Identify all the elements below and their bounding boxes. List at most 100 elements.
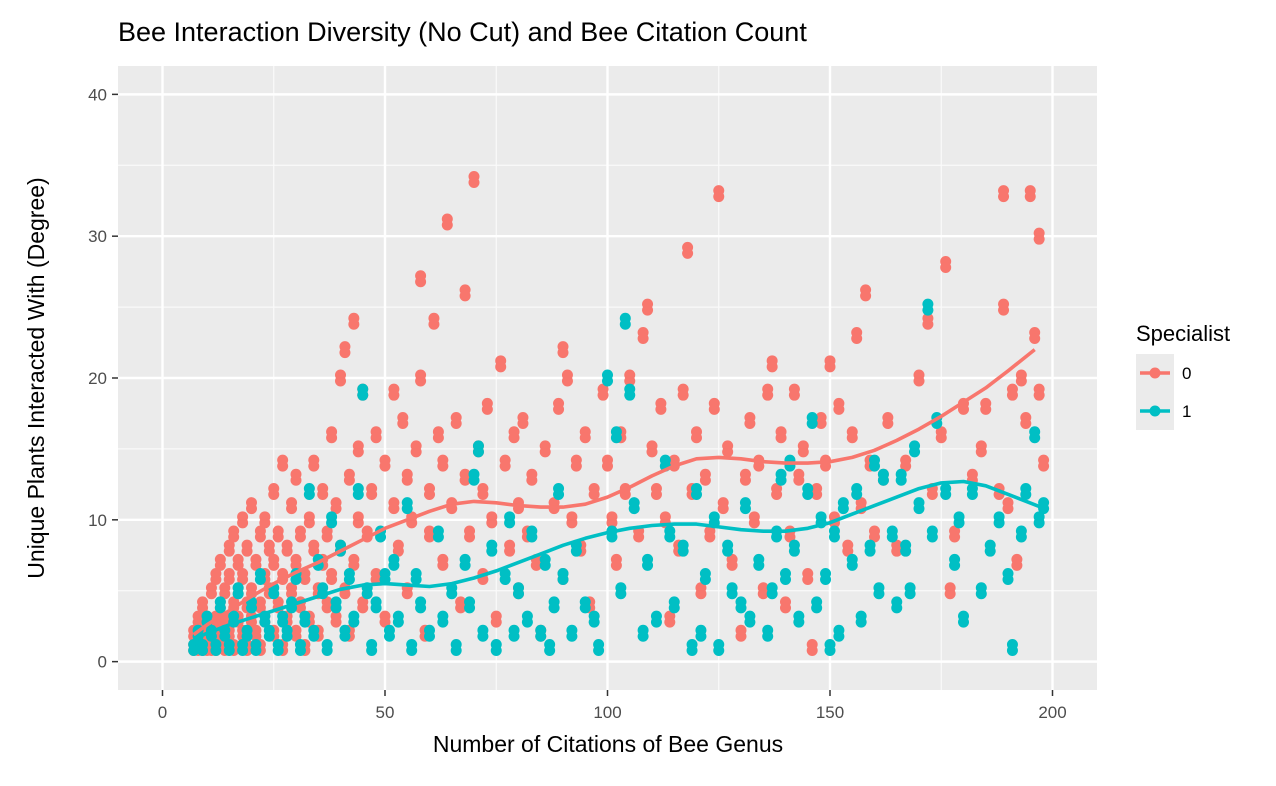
data-point — [949, 553, 961, 571]
data-point — [1024, 185, 1036, 203]
data-point — [677, 539, 689, 557]
data-point — [188, 638, 200, 656]
data-point — [811, 482, 823, 500]
data-point — [1029, 426, 1041, 444]
data-point — [379, 454, 391, 472]
data-point — [321, 525, 333, 543]
data-point — [410, 568, 422, 586]
data-point — [410, 440, 422, 458]
data-point — [241, 624, 253, 642]
data-point — [383, 624, 395, 642]
data-point — [513, 582, 524, 600]
data-point — [739, 468, 751, 486]
data-point — [766, 582, 778, 600]
data-point — [998, 298, 1010, 316]
legend-label: 0 — [1182, 364, 1191, 383]
data-point — [424, 482, 435, 500]
data-point — [228, 525, 240, 543]
data-point — [851, 326, 863, 344]
data-point — [281, 539, 293, 557]
data-point — [330, 610, 342, 628]
data-point — [406, 638, 418, 656]
data-point — [401, 468, 413, 486]
data-point — [966, 482, 978, 500]
data-point — [553, 482, 565, 500]
data-point — [642, 298, 654, 316]
y-tick-label: 20 — [88, 369, 107, 388]
data-point — [726, 582, 738, 600]
data-point — [980, 397, 992, 415]
data-point — [335, 369, 346, 387]
data-point — [486, 539, 498, 557]
data-point — [290, 553, 302, 571]
data-point — [637, 624, 649, 642]
data-point — [699, 468, 711, 486]
data-point — [726, 553, 738, 571]
data-point — [557, 568, 569, 586]
data-point — [797, 440, 809, 458]
data-point — [268, 482, 280, 500]
data-point — [308, 454, 320, 472]
data-point — [699, 568, 711, 586]
data-point — [508, 426, 520, 444]
data-point — [210, 568, 222, 586]
data-point — [281, 624, 293, 642]
data-point — [272, 525, 284, 543]
data-point — [294, 525, 306, 543]
data-point — [450, 412, 462, 430]
data-point — [223, 539, 235, 557]
data-point — [1002, 568, 1014, 586]
data-point — [303, 511, 315, 529]
data-point — [263, 539, 275, 557]
data-point — [197, 596, 209, 614]
data-point — [464, 525, 476, 543]
data-point — [722, 440, 734, 458]
data-point — [326, 511, 338, 529]
data-point — [713, 185, 725, 203]
data-point — [664, 525, 676, 543]
data-point — [424, 624, 435, 642]
data-points — [188, 170, 1050, 656]
data-point — [432, 426, 444, 444]
data-point — [695, 582, 707, 600]
legend: Specialist 01 — [1136, 321, 1230, 430]
data-point — [223, 638, 235, 656]
data-point — [815, 412, 827, 430]
legend-point — [1149, 405, 1161, 417]
data-point — [326, 426, 338, 444]
data-point — [771, 525, 783, 543]
x-tick-label: 50 — [376, 703, 395, 722]
data-point — [984, 539, 996, 557]
data-point — [869, 454, 880, 472]
data-point — [828, 525, 840, 543]
data-point — [544, 638, 556, 656]
data-point — [348, 553, 360, 571]
data-point — [775, 468, 787, 486]
data-point — [886, 525, 898, 543]
data-point — [855, 610, 867, 628]
data-point — [691, 426, 702, 444]
y-tick-label: 10 — [88, 511, 107, 530]
data-point — [566, 511, 578, 529]
data-point — [277, 454, 289, 472]
data-point — [846, 426, 858, 444]
data-point — [744, 412, 756, 430]
data-point — [655, 397, 667, 415]
data-point — [780, 568, 791, 586]
data-point — [539, 440, 551, 458]
data-point — [793, 610, 805, 628]
data-point — [459, 284, 471, 302]
x-tick-label: 100 — [593, 703, 621, 722]
data-point — [303, 482, 315, 500]
data-point — [472, 440, 484, 458]
data-point — [477, 624, 489, 642]
data-point — [1033, 511, 1045, 529]
data-point — [922, 312, 934, 330]
data-point — [820, 568, 832, 586]
data-point — [882, 412, 894, 430]
data-point — [392, 610, 404, 628]
data-point — [455, 596, 467, 614]
data-point — [739, 497, 751, 515]
data-point — [481, 397, 493, 415]
